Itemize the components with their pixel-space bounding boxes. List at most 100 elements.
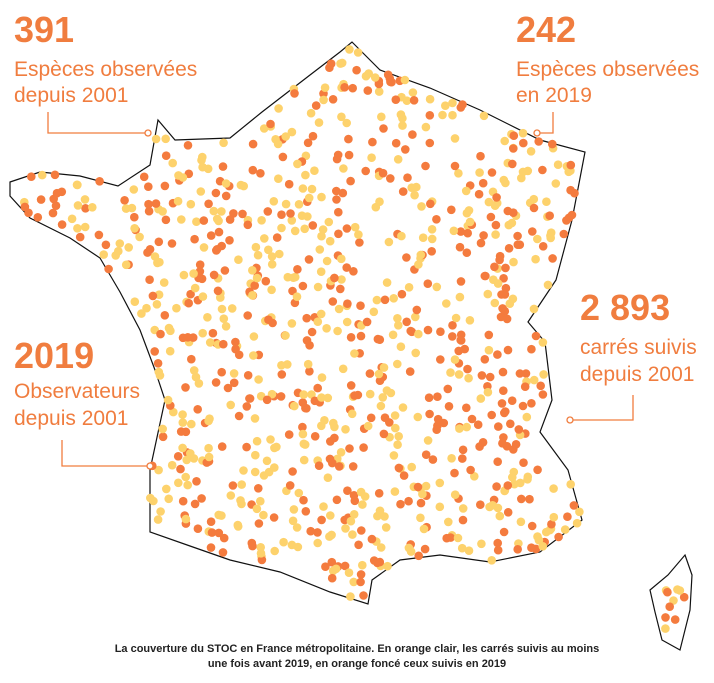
- survey-dot: [490, 298, 500, 308]
- survey-dot: [346, 592, 355, 601]
- survey-dot: [361, 166, 371, 176]
- survey-dot: [301, 507, 311, 516]
- survey-dot: [50, 170, 60, 180]
- survey-dot: [269, 513, 279, 522]
- survey-dot: [447, 454, 456, 463]
- leader-end: [533, 129, 541, 137]
- survey-dot: [538, 542, 548, 551]
- survey-dot: [527, 399, 536, 408]
- survey-dot: [212, 214, 222, 224]
- survey-dot: [359, 591, 368, 600]
- survey-dot: [330, 433, 339, 443]
- survey-dot: [256, 169, 265, 178]
- survey-dot: [391, 423, 400, 433]
- caption: La couverture du STOC en France métropol…: [115, 643, 600, 655]
- survey-dot: [551, 179, 561, 188]
- survey-dot: [379, 429, 389, 439]
- survey-dot: [491, 220, 501, 230]
- survey-dot: [442, 299, 451, 308]
- survey-dot: [499, 527, 509, 537]
- stat-number: 242: [516, 9, 576, 50]
- survey-dot: [217, 207, 226, 216]
- survey-dot: [423, 436, 433, 445]
- survey-dot: [474, 189, 484, 199]
- survey-dot: [425, 111, 435, 120]
- survey-dot: [301, 170, 310, 180]
- survey-dot: [483, 289, 493, 299]
- survey-dot: [234, 255, 243, 264]
- survey-dot: [334, 462, 344, 471]
- survey-dot: [247, 538, 257, 548]
- survey-dot: [362, 317, 372, 327]
- survey-dot: [158, 432, 168, 442]
- survey-dot: [153, 258, 162, 268]
- survey-dot: [487, 556, 497, 565]
- survey-dot: [350, 391, 359, 400]
- survey-dot: [219, 138, 228, 148]
- survey-dot: [425, 138, 435, 148]
- survey-dot: [450, 161, 460, 171]
- survey-dot: [204, 452, 214, 462]
- survey-dot: [248, 266, 257, 275]
- survey-dot: [464, 373, 473, 383]
- survey-dot: [450, 134, 460, 143]
- survey-dot: [478, 178, 488, 188]
- survey-dot: [503, 345, 513, 355]
- survey-dot: [207, 528, 217, 537]
- survey-dot: [346, 516, 356, 526]
- survey-dot: [178, 443, 187, 453]
- survey-dot: [339, 164, 348, 173]
- survey-dot: [120, 196, 129, 205]
- survey-dot: [324, 217, 334, 227]
- survey-dot: [287, 540, 297, 550]
- survey-dot: [292, 292, 302, 302]
- survey-dot: [350, 496, 360, 506]
- survey-dot: [407, 183, 417, 192]
- survey-dot: [507, 218, 517, 228]
- survey-dot: [298, 281, 308, 291]
- survey-dot: [365, 389, 375, 399]
- survey-dot: [251, 242, 261, 252]
- survey-dot: [411, 312, 420, 322]
- survey-dot: [457, 543, 467, 553]
- survey-dot: [358, 500, 367, 509]
- survey-dot: [549, 512, 559, 522]
- survey-dot: [318, 225, 328, 234]
- survey-dot: [663, 587, 672, 597]
- survey-dot: [242, 402, 252, 411]
- survey-dot: [458, 504, 468, 513]
- survey-dot: [508, 294, 518, 304]
- survey-dot: [250, 281, 259, 290]
- survey-dot: [330, 273, 339, 283]
- survey-dot: [542, 527, 551, 537]
- survey-dot: [542, 197, 551, 206]
- survey-dot: [277, 210, 286, 219]
- survey-dot: [476, 238, 486, 248]
- survey-dot: [526, 147, 536, 156]
- survey-dot: [494, 422, 503, 431]
- survey-dot: [255, 496, 265, 506]
- survey-dot: [665, 602, 674, 611]
- survey-dot: [217, 442, 227, 451]
- survey-dot: [302, 313, 312, 323]
- leader-line: [61, 440, 150, 467]
- survey-dot: [172, 303, 181, 313]
- survey-dot: [342, 118, 352, 128]
- survey-dot: [262, 395, 272, 405]
- survey-dot: [174, 478, 183, 488]
- survey-dot: [504, 244, 514, 253]
- survey-dot: [209, 206, 219, 216]
- survey-dot: [300, 224, 310, 234]
- survey-dot: [290, 89, 299, 98]
- survey-dot: [148, 291, 158, 301]
- survey-dot: [203, 164, 213, 174]
- survey-dot: [320, 416, 329, 425]
- survey-dot: [421, 122, 431, 132]
- survey-dot: [298, 429, 308, 439]
- survey-dot: [675, 586, 685, 595]
- survey-dot: [527, 521, 537, 531]
- survey-dot: [248, 165, 258, 175]
- survey-dot: [484, 197, 494, 207]
- stat-number: 391: [14, 9, 74, 50]
- survey-dot: [245, 394, 254, 403]
